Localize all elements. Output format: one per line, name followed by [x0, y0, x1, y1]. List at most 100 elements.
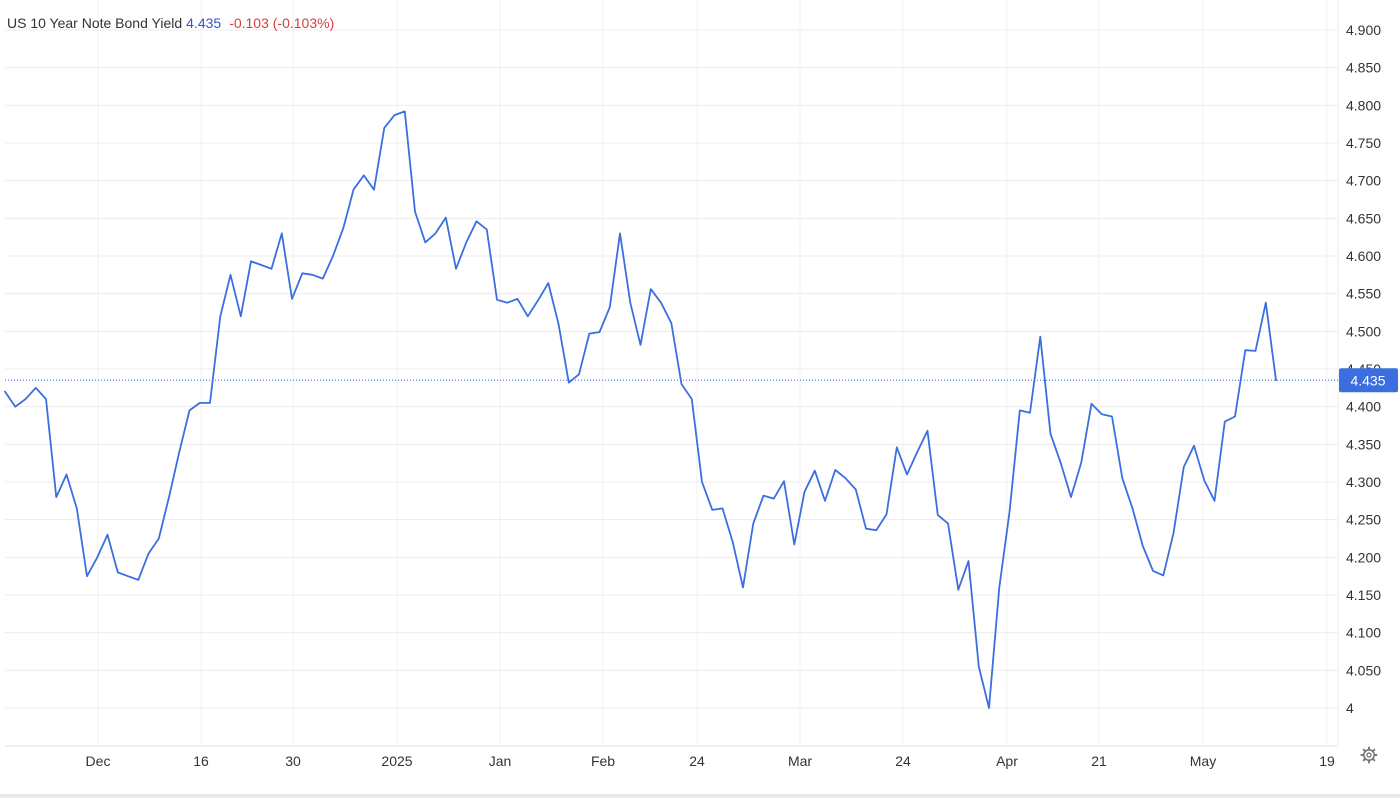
series-line — [4, 110, 1277, 709]
data-point — [147, 552, 149, 554]
data-point — [342, 227, 344, 229]
y-tick-label: 4.400 — [1346, 399, 1381, 415]
data-point — [1049, 433, 1051, 435]
y-tick-label: 4.900 — [1346, 22, 1381, 38]
y-tick-label: 4.600 — [1346, 248, 1381, 264]
data-point — [629, 302, 631, 304]
chart-header: US 10 Year Note Bond Yield 4.435 -0.103 (-… — [7, 15, 334, 31]
chart-title: US 10 Year Note Bond Yield — [7, 15, 183, 31]
data-point — [1070, 496, 1072, 498]
data-point — [434, 232, 436, 234]
x-tick-label: 16 — [193, 753, 209, 769]
data-point — [547, 282, 549, 284]
data-point — [783, 480, 785, 482]
x-axis-tick-labels: Dec 16 30 2025 Jan Feb 24 Mar 24 Apr 21 May 19 — [86, 753, 1335, 769]
data-point — [4, 390, 6, 392]
y-tick-label: 4.350 — [1346, 436, 1381, 452]
data-point — [1080, 461, 1082, 463]
data-point — [24, 398, 26, 400]
x-tick-label: 30 — [285, 753, 301, 769]
data-point — [86, 575, 88, 577]
data-point — [240, 315, 242, 317]
data-point — [803, 491, 805, 493]
price-change: -0.103 (-0.103%) — [229, 15, 335, 31]
y-tick-label: 4.150 — [1346, 587, 1381, 603]
y-tick-label: 4 — [1346, 700, 1354, 716]
data-point — [393, 114, 395, 116]
data-point — [209, 402, 211, 404]
data-point — [1008, 511, 1010, 513]
data-point — [967, 560, 969, 562]
gear-icon[interactable] — [1360, 746, 1378, 764]
data-point — [639, 344, 641, 346]
data-point — [701, 481, 703, 483]
x-tick-label: 19 — [1319, 753, 1335, 769]
data-point — [311, 274, 313, 276]
data-point — [1152, 570, 1154, 572]
data-point — [1213, 500, 1215, 502]
data-point — [865, 528, 867, 530]
data-point — [158, 537, 160, 539]
data-point — [414, 210, 416, 212]
data-point — [188, 409, 190, 411]
data-point — [1090, 402, 1092, 404]
data-point — [885, 513, 887, 515]
y-tick-label: 4.650 — [1346, 210, 1381, 226]
current-price: 4.435 — [186, 15, 222, 31]
y-tick-label: 4.550 — [1346, 286, 1381, 302]
data-point — [598, 331, 600, 333]
data-point — [270, 268, 272, 270]
data-point — [793, 543, 795, 545]
data-point — [465, 241, 467, 243]
data-point — [65, 473, 67, 475]
data-point — [732, 541, 734, 543]
data-point — [1172, 532, 1174, 534]
data-point — [978, 665, 980, 667]
x-tick-label: Jan — [489, 753, 512, 769]
data-point — [363, 174, 365, 176]
data-point — [260, 264, 262, 266]
x-tick-label: May — [1190, 753, 1216, 769]
y-tick-label: 4.050 — [1346, 662, 1381, 678]
y-tick-label: 4.750 — [1346, 135, 1381, 151]
data-point — [619, 232, 621, 234]
y-tick-label: 4.100 — [1346, 625, 1381, 641]
data-point — [45, 398, 47, 400]
data-point — [373, 189, 375, 191]
data-point — [1131, 507, 1133, 509]
x-tick-label: Dec — [86, 753, 111, 769]
data-point — [650, 288, 652, 290]
data-point — [1101, 413, 1103, 415]
data-point — [1183, 466, 1185, 468]
data-point — [937, 514, 939, 516]
data-point — [875, 529, 877, 531]
data-point — [1142, 545, 1144, 547]
data-point — [998, 586, 1000, 588]
y-tick-label: 4.300 — [1346, 474, 1381, 490]
data-point — [957, 589, 959, 591]
data-point — [762, 494, 764, 496]
data-point — [332, 255, 334, 257]
data-point — [281, 232, 283, 234]
data-point — [773, 497, 775, 499]
x-tick-label: 2025 — [381, 753, 412, 769]
data-point — [475, 220, 477, 222]
data-point — [1254, 350, 1256, 352]
data-point — [680, 383, 682, 385]
data-point — [14, 405, 16, 407]
last-price-badge — [1339, 368, 1398, 393]
data-point — [35, 387, 37, 389]
data-point — [609, 306, 611, 308]
data-point — [1244, 349, 1246, 351]
data-point — [1039, 335, 1041, 337]
data-point — [199, 402, 201, 404]
data-point — [1019, 409, 1021, 411]
data-point — [926, 430, 928, 432]
data-point — [352, 189, 354, 191]
data-point — [383, 127, 385, 129]
bottom-border — [0, 794, 1400, 798]
last-price-group: 4.435 — [5, 368, 1398, 393]
y-tick-label: 4.800 — [1346, 97, 1381, 113]
